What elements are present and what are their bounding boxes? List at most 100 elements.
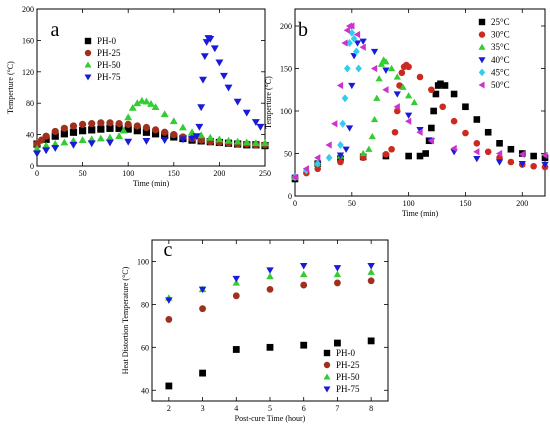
data-point xyxy=(484,128,492,136)
y-axis-title: Temperture (°C) xyxy=(264,76,273,129)
x-tick-label: 200 xyxy=(516,199,528,208)
data-point xyxy=(266,285,274,293)
data-point xyxy=(331,120,338,128)
data-point xyxy=(115,124,123,132)
data-point xyxy=(97,119,105,127)
data-point xyxy=(160,137,169,145)
data-point xyxy=(51,145,60,152)
data-point xyxy=(398,69,406,77)
data-point xyxy=(42,141,51,149)
data-point xyxy=(60,124,68,132)
data-point xyxy=(33,150,41,158)
data-point xyxy=(197,104,206,112)
data-point xyxy=(106,133,114,141)
y-tick-label: 60 xyxy=(141,343,149,352)
data-point xyxy=(197,136,205,144)
x-tick-label: 0 xyxy=(35,169,39,178)
data-point xyxy=(473,116,481,123)
series-50°C xyxy=(291,22,548,181)
x-tick-label: 4 xyxy=(234,404,238,413)
data-point xyxy=(300,341,308,349)
legend-label: 40°C xyxy=(491,55,510,65)
data-point xyxy=(337,158,344,166)
data-point xyxy=(473,140,481,147)
data-point xyxy=(78,136,87,143)
data-point xyxy=(367,268,375,275)
data-point xyxy=(359,43,366,51)
x-tick-label: 50 xyxy=(79,169,87,178)
data-point xyxy=(124,113,133,121)
data-point xyxy=(370,115,379,123)
data-point xyxy=(405,92,413,99)
data-point xyxy=(232,279,241,286)
y-tick-label: 150 xyxy=(280,65,292,74)
legend-marker xyxy=(323,386,331,393)
y-tick-label: 160 xyxy=(22,36,34,45)
data-point xyxy=(97,125,105,133)
data-point xyxy=(350,34,358,43)
data-point xyxy=(88,126,96,134)
x-tick-label: 100 xyxy=(122,169,134,178)
data-point xyxy=(266,343,274,351)
series-PH-25 xyxy=(165,277,375,323)
data-point xyxy=(427,137,435,145)
data-point xyxy=(242,109,251,117)
data-point xyxy=(251,119,260,126)
data-point xyxy=(382,67,390,74)
data-point xyxy=(299,270,308,278)
legend-marker xyxy=(323,373,331,380)
data-point xyxy=(367,263,375,270)
data-point xyxy=(124,120,132,128)
x-tick-label: 200 xyxy=(213,169,225,178)
data-point xyxy=(345,125,354,132)
legend-marker xyxy=(84,61,92,68)
data-point xyxy=(106,119,114,127)
data-point xyxy=(224,84,233,92)
data-point xyxy=(220,72,228,80)
data-point xyxy=(353,30,361,39)
series-30°C xyxy=(291,61,549,181)
data-point xyxy=(428,86,435,94)
data-point xyxy=(199,305,206,313)
data-point xyxy=(192,133,201,141)
x-axis-title: Time (min) xyxy=(133,179,170,188)
data-point xyxy=(128,103,137,111)
data-point xyxy=(450,117,458,125)
data-point xyxy=(142,123,151,132)
series-PH-0 xyxy=(33,124,269,150)
data-point xyxy=(195,123,204,131)
data-point xyxy=(530,152,537,160)
data-point xyxy=(42,147,51,155)
data-point xyxy=(198,286,207,294)
panel-letter: a xyxy=(51,19,60,41)
series-PH-75 xyxy=(33,35,265,158)
data-point xyxy=(450,144,457,153)
data-point xyxy=(165,382,173,390)
x-tick-label: 2 xyxy=(167,404,171,413)
y-axis-title: Heat Distortion Temperature (°C) xyxy=(121,266,130,374)
data-point xyxy=(484,148,492,156)
data-point xyxy=(422,150,429,157)
data-point xyxy=(399,83,407,90)
data-point xyxy=(178,123,187,131)
legend-marker xyxy=(84,49,92,57)
data-point xyxy=(147,100,155,107)
data-point xyxy=(416,128,423,136)
data-point xyxy=(300,281,308,289)
series-35°C xyxy=(291,56,418,180)
data-point xyxy=(79,127,87,135)
data-point xyxy=(151,130,160,138)
data-point xyxy=(197,131,206,139)
data-point xyxy=(393,91,401,98)
data-point xyxy=(348,28,356,37)
data-point xyxy=(115,132,124,140)
data-point xyxy=(251,139,260,147)
data-point xyxy=(473,155,481,163)
data-point xyxy=(507,145,515,153)
y-tick-label: 50 xyxy=(284,150,292,159)
data-point xyxy=(178,136,187,144)
data-point xyxy=(302,165,310,173)
legend-marker xyxy=(323,361,331,369)
data-point xyxy=(341,94,349,103)
data-point xyxy=(69,128,78,136)
